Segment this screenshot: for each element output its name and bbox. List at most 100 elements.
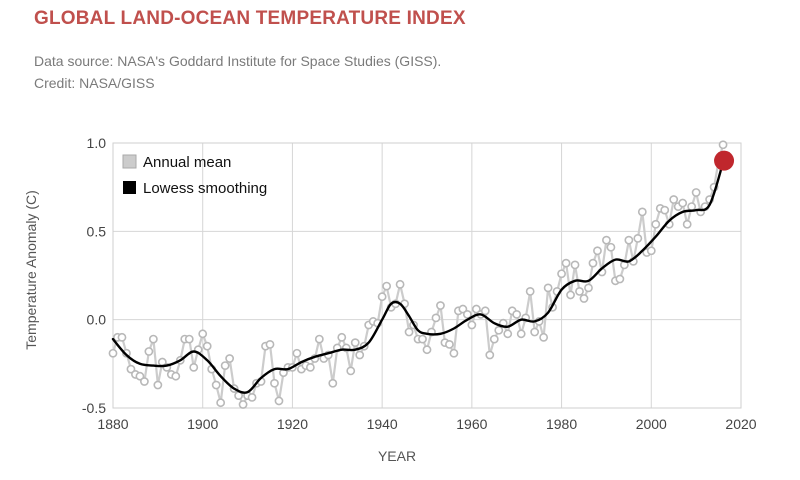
legend-swatch-lowess (123, 181, 136, 194)
annual-point-2003 (660, 205, 670, 215)
plot-frame (112, 142, 742, 409)
annual-point-1916 (270, 378, 279, 388)
annual-point-1970 (512, 309, 522, 319)
annual-point-2016 (718, 140, 728, 150)
annual-point-1952 (431, 313, 441, 323)
y-tick-label-0: -0.5 (82, 400, 106, 416)
annual-point-1959 (462, 309, 472, 319)
annual-point-1917 (274, 396, 284, 406)
annual-point-1934 (350, 338, 360, 348)
chart-title: GLOBAL LAND-OCEAN TEMPERATURE INDEX (34, 8, 466, 29)
x-tick-label-1920: 1920 (277, 416, 308, 432)
annual-point-1995 (624, 235, 634, 245)
annual-point-1985 (579, 294, 589, 303)
x-tick-label-1940: 1940 (367, 416, 398, 432)
annual-point-1886 (135, 371, 145, 381)
annual-point-1924 (305, 362, 315, 372)
annual-point-2000 (646, 246, 656, 256)
annual-point-2001 (651, 219, 661, 229)
annual-point-1964 (485, 350, 495, 360)
plot-border (112, 142, 742, 409)
annual-point-1949 (418, 334, 427, 344)
y-tick-label-3: 1.0 (87, 135, 107, 151)
data-source-text: Data source: NASA's Goddard Institute fo… (34, 53, 442, 69)
annual-point-1889 (148, 334, 158, 344)
legend-swatch-annual (122, 154, 137, 169)
annual-point-2009 (687, 202, 697, 211)
annual-point-1968 (503, 329, 513, 339)
annual-point-1946 (404, 327, 414, 337)
annual-point-1906 (225, 354, 235, 363)
annual-point-1900 (198, 329, 208, 339)
annual-point-1890 (153, 380, 163, 390)
annual-point-1958 (458, 304, 468, 314)
annual-point-1894 (171, 371, 181, 381)
annual-point-1944 (395, 279, 405, 289)
y-tick-label-2: 0.5 (87, 223, 107, 239)
annual-point-1898 (189, 362, 199, 372)
x-axis-label: YEAR (378, 448, 416, 464)
annual-point-2008 (682, 219, 692, 229)
x-tick-label-1980: 1980 (546, 416, 577, 432)
annual-point-1940 (377, 292, 387, 302)
x-tick-label-1880: 1880 (97, 416, 128, 432)
annual-point-1965 (489, 334, 499, 344)
annual-point-1933 (346, 366, 356, 376)
annual-point-1976 (539, 332, 549, 342)
annual-point-1981 (561, 258, 571, 268)
annual-point-1990 (602, 235, 611, 245)
annual-point-1997 (633, 233, 643, 243)
annual-point-1897 (184, 334, 194, 344)
annual-point-1961 (471, 304, 481, 314)
annual-point-1966 (494, 325, 504, 335)
annual-point-1921 (292, 348, 302, 358)
annual-point-1887 (139, 377, 149, 386)
annual-point-1941 (382, 281, 392, 291)
annual-point-1950 (422, 345, 432, 355)
annual-point-1987 (588, 258, 598, 268)
annual-point-1956 (449, 348, 459, 358)
annual-point-1955 (445, 339, 454, 349)
annual-point-1911 (247, 392, 257, 402)
legend-label-annual: Annual mean (143, 154, 231, 171)
annual-point-1904 (216, 398, 226, 408)
annual-point-1903 (211, 380, 221, 390)
annual-point-1935 (355, 350, 365, 360)
annual-point-1888 (144, 347, 154, 356)
annual-point-1882 (117, 332, 127, 342)
annual-point-1971 (516, 329, 526, 339)
annual-point-1980 (557, 269, 566, 279)
annual-point-2010 (691, 188, 701, 197)
annual-point-1988 (593, 246, 602, 256)
x-tick-label-2000: 2000 (636, 416, 667, 432)
annual-point-1926 (314, 334, 324, 344)
annual-point-1977 (543, 283, 553, 293)
annual-point-1931 (337, 332, 347, 342)
legend-label-lowess: Lowess smoothing (143, 180, 267, 197)
x-tick-label-2020: 2020 (725, 416, 756, 432)
axis-ticks: 1880 1900 1920 1940 1960 1980 2000 2020 -0.5 0.0 0… (82, 135, 757, 432)
annual-point-1884 (126, 364, 136, 374)
y-axis-label: Temperature Anomaly (C) (23, 190, 39, 350)
annual-point-1901 (202, 341, 212, 351)
annual-point-2007 (678, 198, 688, 208)
annual-point-1909 (238, 400, 248, 409)
annual-point-1982 (566, 290, 575, 300)
latest-value-marker[interactable] (714, 150, 735, 171)
annual-point-1905 (220, 361, 230, 370)
annual-point-1960 (467, 320, 477, 330)
annual-point-1993 (615, 274, 625, 284)
annual-point-1991 (606, 242, 616, 252)
annual-point-1983 (570, 260, 580, 270)
legend[interactable]: Annual mean Lowess smoothing (122, 154, 267, 197)
annual-point-1986 (584, 283, 593, 293)
x-tick-label-1900: 1900 (187, 416, 218, 432)
x-tick-label-1960: 1960 (456, 416, 487, 432)
annual-point-1998 (637, 207, 647, 217)
annual-point-1974 (530, 327, 540, 337)
annual-point-1953 (436, 301, 445, 310)
lowess-line (111, 161, 725, 394)
annual-point-2005 (669, 195, 679, 204)
y-tick-label-1: 0.0 (87, 312, 107, 328)
